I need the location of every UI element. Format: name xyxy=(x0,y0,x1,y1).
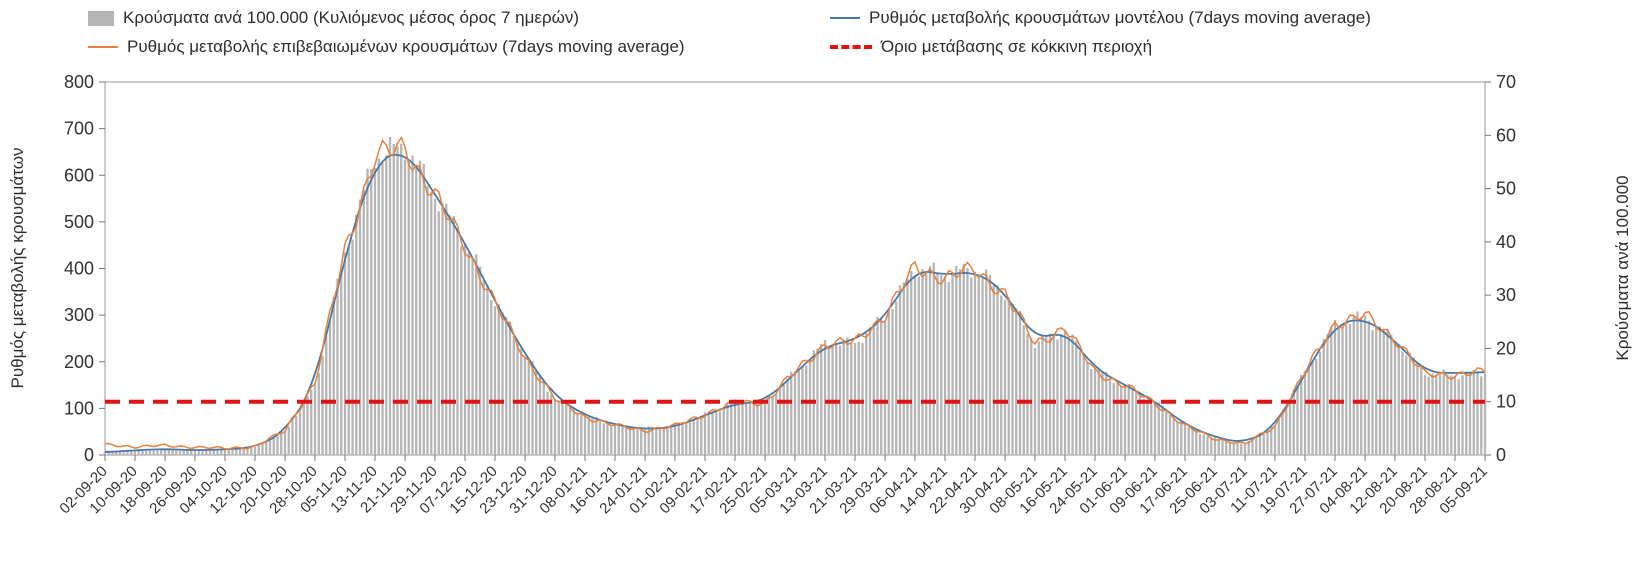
model-line-swatch xyxy=(830,17,860,19)
confirmed-line xyxy=(104,136,1486,450)
legend-label-cases-bars: Κρούσματα ανά 100.000 (Κυλιόμενος μέσος … xyxy=(123,8,580,27)
y-left-tick-label: 700 xyxy=(64,119,94,139)
bars-series xyxy=(103,137,1487,456)
y-left-tick-label: 400 xyxy=(64,259,94,279)
y-left-tick-label: 500 xyxy=(64,212,94,232)
bar-swatch xyxy=(88,10,114,26)
y-right-tick-label: 20 xyxy=(1496,338,1516,358)
legend-label-model-line: Ρυθμός μεταβολής κρουσμάτων μοντέλου (7d… xyxy=(869,8,1371,27)
chart-canvas: 0 100 200 300 400 500 600 700 800 0 10 20 30 40 50 60 70… xyxy=(56,72,1516,517)
y-right-tick-label: 0 xyxy=(1496,445,1506,465)
y-axis-title-left: Ρυθμός μεταβολής κρουσμάτων xyxy=(8,147,27,389)
y-left-tick-label: 0 xyxy=(84,445,94,465)
legend-item-confirmed-line: Ρυθμός μεταβολής επιβεβαιωμένων κρουσμάτ… xyxy=(88,37,830,57)
y-left-tick-label: 100 xyxy=(64,398,94,418)
legend-item-model-line: Ρυθμός μεταβολής κρουσμάτων μοντέλου (7d… xyxy=(830,8,1371,28)
legend-label-confirmed-line: Ρυθμός μεταβολής επιβεβαιωμένων κρουσμάτ… xyxy=(127,37,685,56)
legend-item-threshold: Όριο μετάβασης σε κόκκινη περιοχή xyxy=(830,37,1371,57)
y-axis-title-right: Κρούσματα ανά 100.000 xyxy=(1613,175,1632,361)
y-left-tick-label: 600 xyxy=(64,165,94,185)
y-right-tick-label: 50 xyxy=(1496,179,1516,199)
y-left-tick-label: 200 xyxy=(64,352,94,372)
y-left-tick-label: 800 xyxy=(64,72,94,92)
y-right-tick-label: 30 xyxy=(1496,285,1516,305)
threshold-swatch xyxy=(830,45,872,49)
chart-legend: Κρούσματα ανά 100.000 (Κυλιόμενος μέσος … xyxy=(88,8,1371,57)
confirmed-line-swatch xyxy=(88,46,118,48)
legend-label-threshold: Όριο μετάβασης σε κόκκινη περιοχή xyxy=(881,37,1153,56)
legend-item-cases-bars: Κρούσματα ανά 100.000 (Κυλιόμενος μέσος … xyxy=(88,8,830,28)
y-left-tick-label: 300 xyxy=(64,305,94,325)
y-right-tick-label: 10 xyxy=(1496,392,1516,412)
y-right-tick-label: 40 xyxy=(1496,232,1516,252)
y-right-tick-label: 60 xyxy=(1496,125,1516,145)
y-right-tick-label: 70 xyxy=(1496,72,1516,92)
